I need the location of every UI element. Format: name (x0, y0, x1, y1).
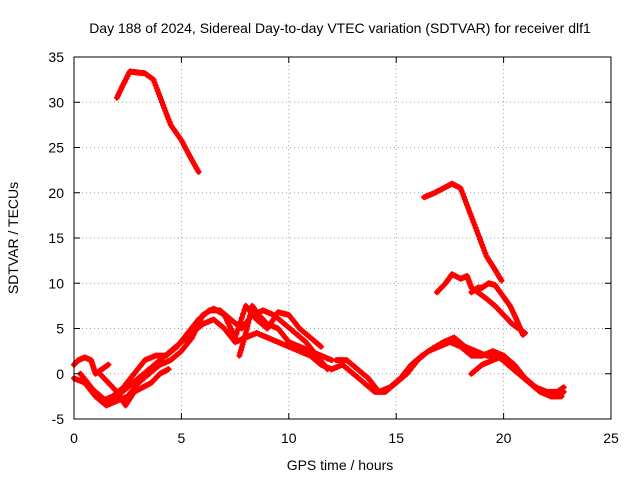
data-point (163, 110, 170, 117)
data-point (478, 238, 485, 245)
series-line-arc-1 (114, 69, 202, 175)
data-point (242, 330, 249, 337)
data-point (241, 335, 248, 342)
axis-ticks: 0 5 10 15 20 25 -5 0 5 10 15 20 25 30 35 (48, 49, 619, 446)
data-point (156, 93, 163, 100)
data-point (238, 314, 245, 321)
data-point (233, 330, 240, 337)
data-point (482, 250, 489, 257)
data-point (237, 318, 244, 325)
data-point (166, 119, 173, 126)
x-tick-label: 0 (70, 430, 78, 446)
data-point (459, 190, 466, 197)
data-point (240, 338, 247, 345)
data-point (153, 85, 160, 92)
data-point (318, 343, 325, 350)
y-tick-label: 20 (48, 185, 64, 201)
data-point (465, 205, 472, 212)
data-point (162, 107, 169, 114)
data-point (159, 99, 166, 106)
data-point (152, 82, 159, 89)
data-point (247, 309, 254, 316)
data-point (472, 224, 479, 231)
x-tick-label: 25 (603, 430, 619, 446)
data-point (471, 221, 478, 228)
data-point (480, 244, 487, 251)
data-point (160, 102, 167, 109)
data-point (461, 196, 468, 203)
y-tick-label: 5 (56, 321, 64, 337)
data-point (151, 79, 158, 86)
x-tick-label: 20 (496, 430, 512, 446)
data-point (466, 207, 473, 214)
data-point (476, 236, 483, 243)
data-point (164, 113, 171, 120)
data-point (468, 213, 475, 220)
data-point (161, 104, 168, 111)
data-point (234, 326, 241, 333)
data-point (481, 247, 488, 254)
data-point (239, 341, 246, 348)
series-group (71, 68, 567, 409)
data-point (195, 168, 202, 175)
data-point (165, 116, 172, 123)
data-point (475, 233, 482, 240)
y-tick-label: 30 (48, 94, 64, 110)
x-tick-label: 5 (178, 430, 186, 446)
data-point (232, 334, 239, 341)
data-point (243, 326, 250, 333)
data-point (467, 210, 474, 217)
data-point (240, 310, 247, 317)
data-point (474, 230, 481, 237)
data-point (165, 366, 172, 373)
data-point (238, 346, 245, 353)
data-point (458, 188, 465, 195)
data-point (498, 277, 505, 284)
data-point (473, 227, 480, 234)
data-point (245, 319, 252, 326)
data-point (246, 316, 253, 323)
data-point (460, 193, 467, 200)
data-point (157, 96, 164, 103)
data-point (149, 75, 156, 82)
data-point (238, 344, 245, 351)
data-point (244, 323, 251, 330)
x-tick-label: 10 (281, 430, 297, 446)
chart-title: Day 188 of 2024, Sidereal Day-to-day VTE… (89, 20, 591, 36)
data-point (470, 219, 477, 226)
data-point (155, 90, 162, 97)
y-tick-label: 25 (48, 140, 64, 156)
data-point (463, 199, 470, 206)
grid (74, 57, 611, 419)
data-point (464, 202, 471, 209)
y-axis-label: SDTVAR / TECUs (5, 182, 21, 294)
y-tick-label: 15 (48, 230, 64, 246)
data-point (150, 76, 157, 83)
data-point (246, 313, 253, 320)
data-point (519, 331, 526, 338)
data-point (236, 352, 243, 359)
x-axis-label: GPS time / hours (287, 457, 394, 473)
data-point (242, 332, 249, 339)
data-point (560, 388, 567, 395)
y-tick-label: 0 (56, 366, 64, 382)
data-point (237, 349, 244, 356)
data-point (105, 361, 112, 368)
data-point (236, 322, 243, 329)
x-tick-label: 15 (388, 430, 404, 446)
data-point (479, 241, 486, 248)
data-point (469, 216, 476, 223)
data-point (457, 185, 464, 192)
y-tick-label: 35 (48, 49, 64, 65)
y-tick-label: 10 (48, 275, 64, 291)
y-tick-label: -5 (52, 411, 65, 427)
data-point (154, 87, 161, 94)
